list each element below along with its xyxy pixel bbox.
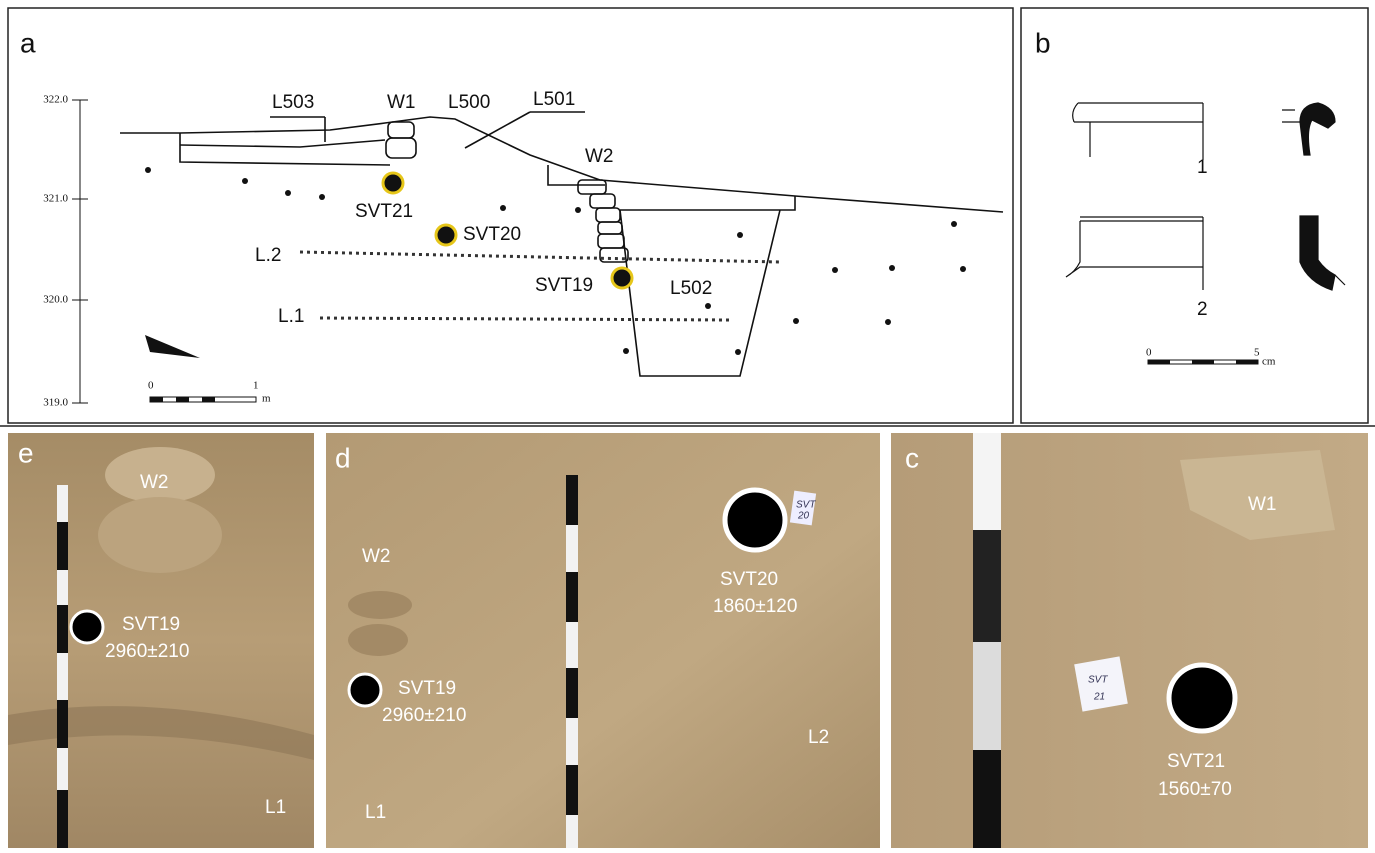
pebble <box>285 190 291 196</box>
stick-seg <box>973 642 1001 750</box>
layer-label: L1 <box>265 797 286 818</box>
pebble <box>575 207 581 213</box>
sample-date: 1860±120 <box>713 596 797 617</box>
pebble <box>319 194 325 200</box>
sample-dot <box>612 268 632 288</box>
stone <box>98 497 222 573</box>
figure: a 322.0 321.0 320.0 319.0 L503 W1 L500 L… <box>0 0 1375 848</box>
sample-dot <box>436 225 456 245</box>
stick-seg <box>973 750 1001 848</box>
stick-d <box>566 475 578 848</box>
scale-seg <box>1236 360 1258 364</box>
feature-label: W2 <box>585 146 614 167</box>
pebble <box>793 318 799 324</box>
panel-label: c <box>905 442 919 473</box>
sample-label: SVT21 <box>1167 751 1225 772</box>
pebble <box>889 265 895 271</box>
sample-label: SVT19 <box>122 614 180 635</box>
wall-label: W2 <box>140 472 169 493</box>
pebble <box>145 167 151 173</box>
stick-seg <box>566 475 578 525</box>
stick-seg <box>57 700 68 748</box>
stick-seg <box>57 605 68 653</box>
pebble <box>705 303 711 309</box>
scale-seg <box>202 397 215 402</box>
pebble <box>832 267 838 273</box>
feature-label: L502 <box>670 278 712 299</box>
pebble <box>623 348 629 354</box>
body: a 322.0 321.0 320.0 319.0 L503 W1 L500 L… <box>0 0 1375 848</box>
sample-dot <box>1169 665 1235 731</box>
sample-dot <box>383 173 403 193</box>
tag-text: 20 <box>797 511 810 522</box>
pebble <box>735 349 741 355</box>
stick-c <box>973 433 1001 848</box>
stone <box>348 624 408 656</box>
sample-dot <box>71 611 103 643</box>
sample-date: 1560±70 <box>1158 779 1232 800</box>
scale-unit: m <box>262 393 271 405</box>
scale-bar-a <box>150 397 256 402</box>
panel-label: a <box>20 27 36 58</box>
pebble <box>737 232 743 238</box>
scale-seg <box>1192 360 1214 364</box>
sample-date: 2960±210 <box>105 641 189 662</box>
feature-label: L501 <box>533 89 575 110</box>
feature-label: L503 <box>272 92 314 113</box>
scale-label: 0 <box>148 380 154 392</box>
tag-text: SVT <box>796 500 816 511</box>
stick-seg <box>566 668 578 718</box>
layer-label: L.2 <box>255 245 281 266</box>
page: Figure {"panels":{ "a":{"label":"a","dep… <box>0 0 1375 848</box>
pebble <box>951 221 957 227</box>
stick-e <box>57 485 68 848</box>
layer-label: L.1 <box>278 306 304 327</box>
layer-label: L1 <box>365 802 386 823</box>
feature-label: L500 <box>448 92 490 113</box>
scale-seg <box>176 397 189 402</box>
scale-label: 5 <box>1254 347 1260 359</box>
sample-label: SVT20 <box>720 569 778 590</box>
layer-label: L2 <box>808 727 829 748</box>
scale-seg <box>150 397 163 402</box>
depth-label: 322.0 <box>43 94 68 106</box>
stick-seg <box>566 765 578 815</box>
stick-seg <box>57 790 68 848</box>
scale-seg <box>1148 360 1170 364</box>
scale-label: 1 <box>253 380 259 392</box>
depth-label: 319.0 <box>43 397 68 409</box>
scale-label: 0 <box>1146 347 1152 359</box>
feature-label: W1 <box>387 92 416 113</box>
sample-label: SVT19 <box>398 678 456 699</box>
sample-date: 2960±210 <box>382 705 466 726</box>
vessel-number: 1 <box>1197 157 1208 178</box>
panel-label: b <box>1035 27 1051 58</box>
stick-seg <box>57 522 68 570</box>
tag-text: 21 <box>1093 692 1105 703</box>
scale-unit: cm <box>1262 356 1276 368</box>
sample-label: SVT21 <box>355 201 413 222</box>
stone <box>348 591 412 619</box>
scale-bar-b <box>1148 360 1258 364</box>
sample-dot <box>725 490 785 550</box>
depth-label: 320.0 <box>43 294 68 306</box>
tag-text: SVT <box>1088 675 1108 686</box>
panel-label: e <box>18 437 34 468</box>
pebble <box>960 266 966 272</box>
panel-a-frame <box>8 8 1013 423</box>
stick-seg <box>973 530 1001 642</box>
pebble <box>885 319 891 325</box>
pebble <box>242 178 248 184</box>
sample-dot <box>349 674 381 706</box>
depth-label: 321.0 <box>43 193 68 205</box>
pebble <box>500 205 506 211</box>
sample-label: SVT20 <box>463 224 521 245</box>
wall-label: W2 <box>362 546 391 567</box>
stick-seg <box>566 572 578 622</box>
sample-label: SVT19 <box>535 275 593 296</box>
panel-label: d <box>335 442 351 473</box>
vessel-number: 2 <box>1197 299 1208 320</box>
wall-label: W1 <box>1248 494 1277 515</box>
